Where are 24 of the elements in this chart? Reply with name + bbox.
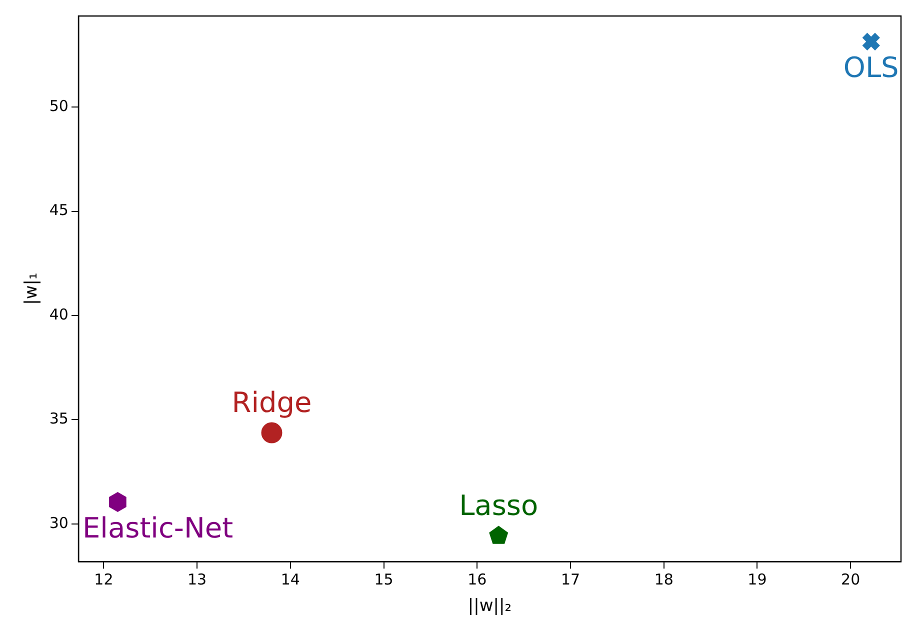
x-tick-label: 16: [468, 570, 487, 588]
x-tick-label: 15: [374, 570, 394, 588]
y-tick-label: 45: [49, 201, 68, 220]
point: [109, 492, 126, 512]
y-tick-label: 40: [49, 305, 68, 324]
y-tick-label: 50: [49, 96, 68, 115]
point: [861, 32, 881, 52]
series-label: Elastic-Net: [82, 511, 234, 544]
x-tick-label: 12: [94, 570, 114, 588]
series-label: Lasso: [459, 489, 538, 522]
x-tick-label: 18: [654, 570, 674, 588]
y-tick-label: 35: [49, 410, 68, 428]
point: [489, 526, 508, 544]
series-label: OLS: [843, 50, 899, 84]
y-axis-title: |w|₁: [22, 272, 42, 305]
x-tick-label: 19: [748, 570, 767, 588]
x-tick-label: 14: [280, 570, 300, 588]
x-tick-label: 17: [560, 570, 580, 588]
x-tick-label: 13: [188, 570, 207, 588]
series-label: Ridge: [232, 386, 312, 420]
x-tick-label: 20: [841, 570, 860, 588]
y-tick-label: 30: [49, 514, 68, 532]
x-axis-title: ||w||₂: [468, 596, 512, 616]
point: [261, 422, 282, 444]
